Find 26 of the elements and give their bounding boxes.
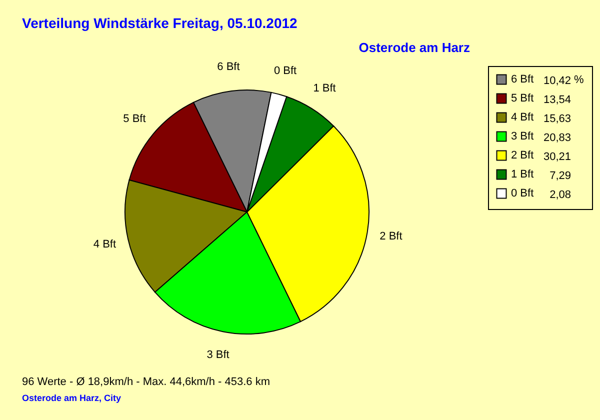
chart-title: Verteilung Windstärke Freitag, 05.10.2012 xyxy=(22,15,298,31)
text: 96 Werte - Ø 18,9km/h - Max. 44,6km/h - 453.6 km xyxy=(22,376,270,388)
legend-label: 4 Bft xyxy=(511,112,534,124)
data-label: 20,83 xyxy=(543,132,571,144)
slice-label: 1 Bft xyxy=(313,82,336,94)
legend-label: 2 Bft xyxy=(511,150,534,162)
data-label: 30,21 xyxy=(543,151,571,163)
slice-label: 2 Bft xyxy=(380,230,402,242)
slice-label: 0 Bft xyxy=(274,65,297,78)
legend-label: 6 Bft xyxy=(511,74,534,86)
data-label: 2,08 xyxy=(550,189,571,201)
slice-label: 5 Bft xyxy=(123,112,146,125)
data-label: 15,63 xyxy=(543,113,571,125)
slice-label: 3 Bft xyxy=(206,349,230,362)
data-label: 7,29 xyxy=(550,170,571,182)
slice-label: 6 Bft xyxy=(217,61,240,74)
legend-label: 1 Bft xyxy=(511,168,534,180)
data-label: 13,54 xyxy=(543,94,571,106)
legend-title: % xyxy=(574,74,584,86)
slice-label: 4 Bft xyxy=(93,238,116,251)
data-label: 10,42 xyxy=(543,75,571,87)
chart-subtitle: Osterode am Harz xyxy=(358,40,470,55)
legend-label: 3 Bft xyxy=(511,130,534,142)
legend-label: 0 Bft xyxy=(511,188,534,200)
legend-label: 5 Bft xyxy=(511,92,534,104)
text: Osterode am Harz, City xyxy=(22,393,122,403)
